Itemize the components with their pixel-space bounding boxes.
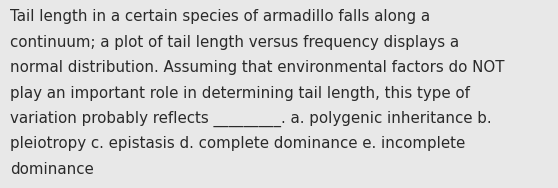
Text: continuum; a plot of tail length versus frequency displays a: continuum; a plot of tail length versus …	[10, 35, 459, 50]
Text: variation probably reflects _________. a. polygenic inheritance b.: variation probably reflects _________. a…	[10, 111, 492, 127]
Text: normal distribution. Assuming that environmental factors do NOT: normal distribution. Assuming that envir…	[10, 60, 504, 75]
Text: pleiotropy c. epistasis d. complete dominance e. incomplete: pleiotropy c. epistasis d. complete domi…	[10, 136, 465, 151]
Text: Tail length in a certain species of armadillo falls along a: Tail length in a certain species of arma…	[10, 9, 430, 24]
Text: play an important role in determining tail length, this type of: play an important role in determining ta…	[10, 86, 470, 101]
Text: dominance: dominance	[10, 162, 94, 177]
